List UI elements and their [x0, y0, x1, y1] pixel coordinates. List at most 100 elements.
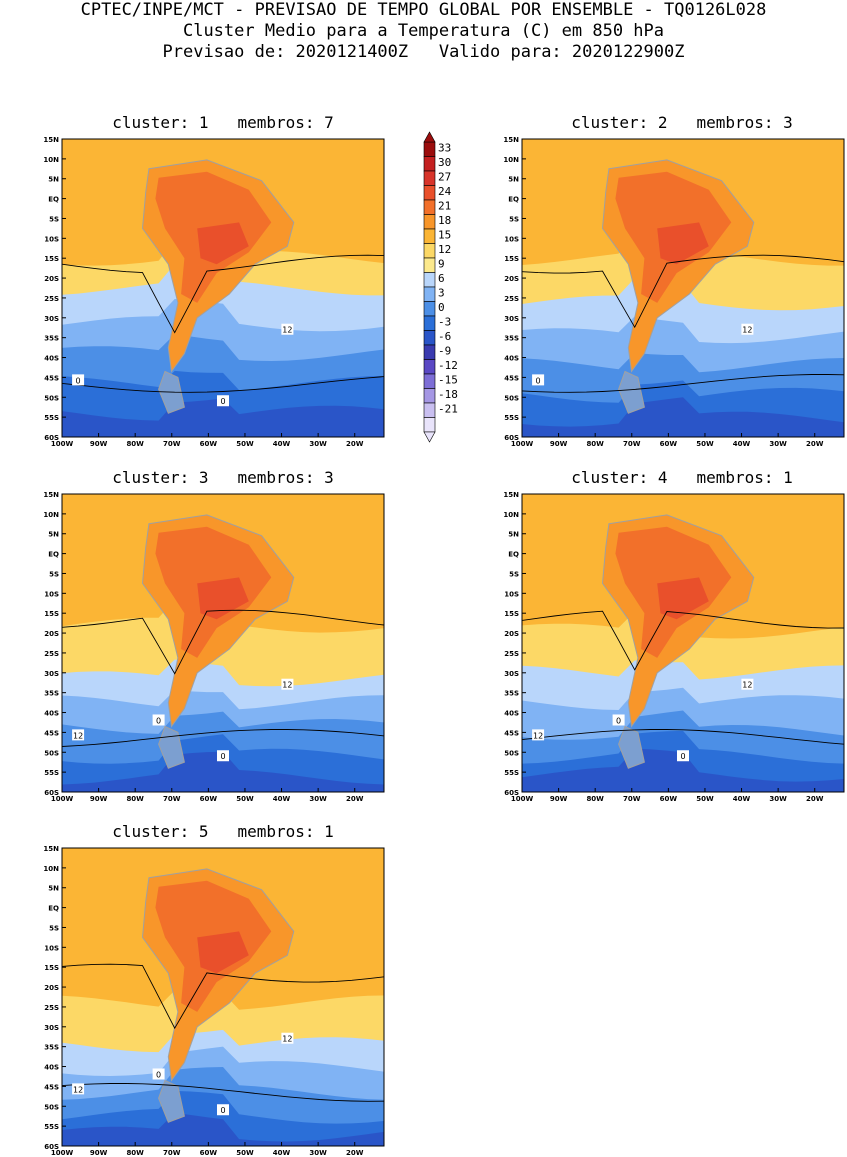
lon-label: 100W — [51, 795, 74, 803]
contour-label-box — [677, 750, 689, 762]
continent-hottest — [657, 577, 709, 620]
colorbar-box — [423, 344, 436, 360]
lat-label: 5S — [49, 924, 59, 932]
contour-12 — [62, 963, 384, 1030]
map-4: 12 12 0 0 15N 10N 5N EQ 5S 10S 15S 20S 25S 30S 35S 40S 4… — [503, 491, 845, 803]
lat-label: EQ — [508, 196, 519, 204]
lat-label: 25S — [504, 650, 519, 658]
lat-label: 5S — [509, 215, 519, 223]
colorbar-box — [423, 286, 436, 302]
lat-label: 50S — [44, 394, 59, 402]
contour-label-box — [281, 678, 294, 690]
lat-label: 10S — [44, 590, 59, 598]
colorbar-box — [423, 373, 436, 389]
lat-label: 60S — [504, 434, 519, 442]
colorbar-box — [423, 156, 436, 172]
contour-label: 12 — [282, 326, 292, 335]
lon-label: 90W — [90, 795, 108, 803]
lat-label: 35S — [44, 1044, 59, 1052]
contour-label-box — [281, 323, 294, 335]
contour-label-box — [532, 729, 545, 741]
map-1: 12 0 0 15N 10N 5N EQ 5S 10S 15S 20S 25S 30S 35S 40S 45S… — [43, 136, 385, 448]
lat-label: 10S — [44, 944, 59, 952]
contour-label: 12 — [73, 1085, 83, 1094]
patagonia — [618, 370, 645, 414]
lat-label: 10N — [503, 156, 519, 164]
lon-label: 100W — [51, 440, 74, 448]
colorbar-label: -9 — [438, 344, 451, 357]
contour-0 — [62, 1083, 384, 1102]
map-3-fill — [62, 494, 384, 792]
continent-hottest — [197, 222, 249, 265]
lat-label: 5S — [49, 215, 59, 223]
coastline — [141, 868, 295, 1082]
lat-label: 25S — [504, 295, 519, 303]
lon-label: 20W — [346, 795, 364, 803]
lat-label: 50S — [44, 1103, 59, 1111]
lat-label: 35S — [44, 335, 59, 343]
lat-label: 40S — [44, 710, 59, 718]
contour-label: 12 — [282, 1035, 292, 1044]
lon-label: 90W — [550, 440, 568, 448]
lat-label: 5S — [509, 570, 519, 578]
lon-label: 80W — [126, 440, 144, 448]
lon-label: 80W — [126, 1149, 144, 1157]
header-line-3: Previsao de: 2020121400Z Valido para: 20… — [162, 42, 685, 62]
contour-label: 12 — [533, 731, 543, 740]
header-line-1: CPTEC/INPE/MCT - PREVISAO DE TEMPO GLOBA… — [80, 0, 767, 20]
lat-label: 15S — [504, 610, 519, 618]
contour-label: 12 — [742, 681, 752, 690]
lat-label: 10S — [504, 235, 519, 243]
lat-label: 55S — [44, 769, 59, 777]
lon-label: 60W — [200, 795, 218, 803]
contour-label-box — [72, 374, 85, 386]
contour-label-box — [152, 1068, 165, 1080]
continent-hottest — [197, 931, 249, 974]
map-4-fill — [522, 494, 844, 792]
colorbar-box — [423, 257, 436, 273]
lat-label: 20S — [44, 275, 59, 283]
lon-label: 40W — [273, 795, 291, 803]
lat-label: 45S — [504, 729, 519, 737]
coastline — [601, 514, 755, 728]
lat-label: 40S — [504, 710, 519, 718]
colorbar-box — [423, 272, 436, 288]
colorbar-bottom-arrow — [423, 431, 436, 443]
map-5-fill — [62, 848, 384, 1146]
colorbar-box — [423, 388, 436, 404]
colorbar-label: 18 — [438, 214, 451, 227]
lon-label: 50W — [236, 1149, 254, 1157]
lon-label: 90W — [550, 795, 568, 803]
contour-label-box — [217, 1104, 229, 1116]
lon-label: 70W — [623, 440, 641, 448]
lat-label: 10S — [504, 590, 519, 598]
lat-label: 20S — [44, 630, 59, 638]
colorbar-box — [423, 214, 436, 230]
lat-label: 10N — [503, 511, 519, 519]
patagonia — [618, 725, 645, 769]
lon-label: 20W — [806, 440, 824, 448]
continent-hottest — [657, 222, 709, 265]
colorbar-box — [423, 417, 436, 433]
lon-label: 30W — [309, 1149, 327, 1157]
contour-0 — [62, 729, 384, 747]
contour-label-box — [152, 714, 165, 726]
lon-label: 20W — [806, 795, 824, 803]
lat-label: 55S — [44, 1123, 59, 1131]
map-frame — [61, 493, 385, 793]
contour-12 — [522, 254, 844, 329]
lat-label: 15N — [43, 845, 59, 853]
colorbar-top-arrow — [423, 131, 436, 143]
lon-label: 50W — [696, 795, 714, 803]
lat-label: 5N — [48, 531, 59, 539]
lat-label: EQ — [48, 196, 59, 204]
colorbar-box — [423, 301, 436, 317]
lat-label: 20S — [504, 630, 519, 638]
lat-label: 20S — [44, 984, 59, 992]
colorbar-label: -15 — [438, 373, 458, 386]
lat-label: 60S — [44, 1143, 59, 1151]
lat-label: 15S — [44, 964, 59, 972]
contour-0 — [62, 376, 384, 393]
contour-12 — [62, 254, 384, 334]
contour-12 — [62, 609, 384, 675]
